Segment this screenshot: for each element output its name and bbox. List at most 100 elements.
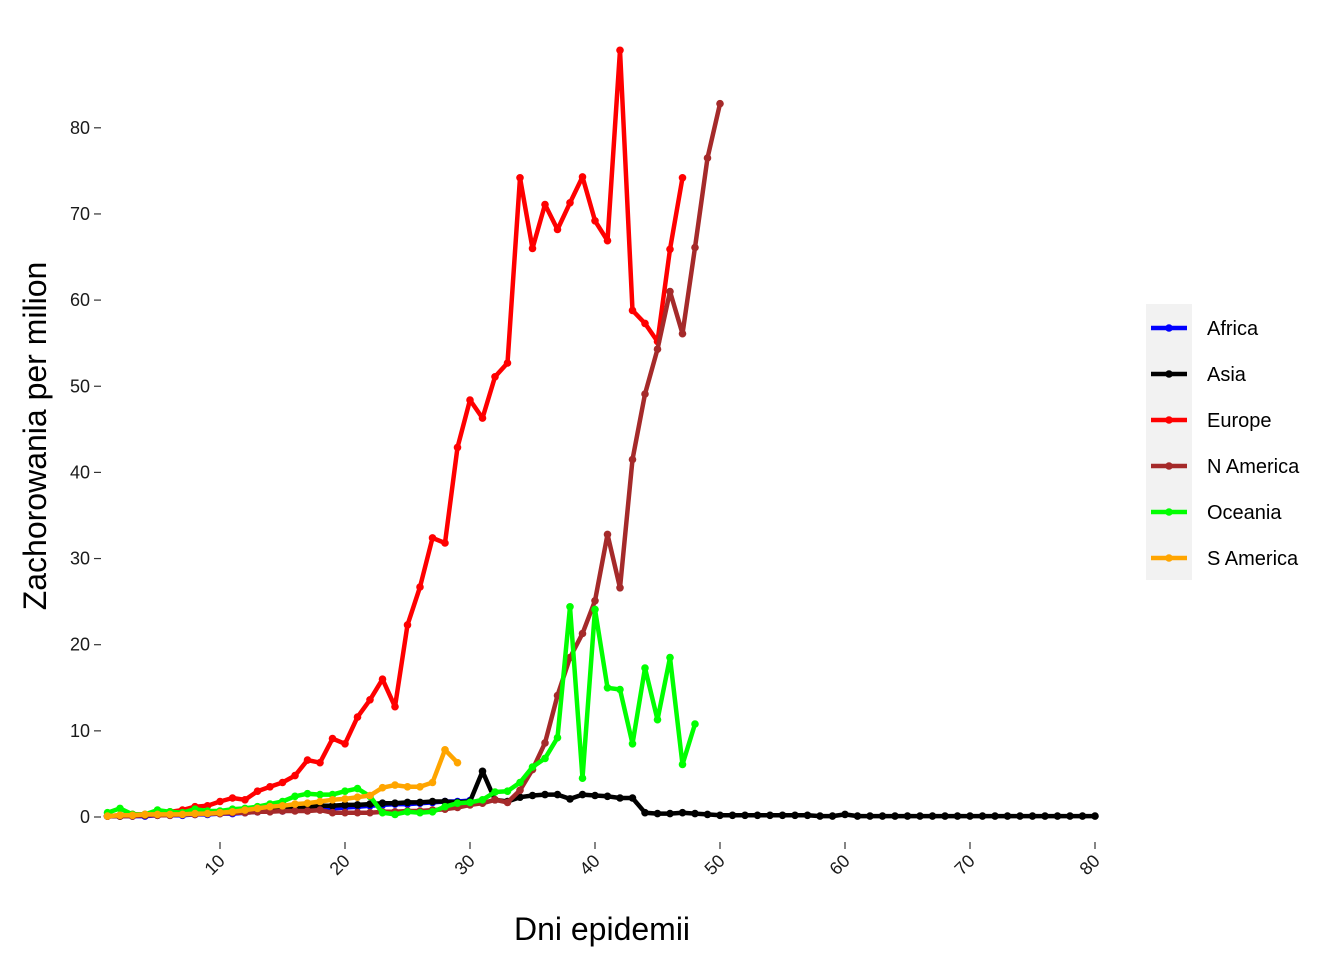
data-point — [303, 807, 312, 815]
data-point — [541, 754, 549, 763]
data-point — [341, 808, 349, 817]
data-point — [553, 790, 562, 799]
data-point — [253, 787, 262, 795]
data-point — [278, 778, 287, 787]
data-point — [666, 287, 674, 296]
data-point — [328, 808, 337, 817]
data-point — [116, 804, 124, 813]
x-axis: 10 20 30 40 50 60 70 80 — [201, 842, 1104, 879]
data-point — [528, 244, 537, 253]
data-point — [478, 767, 487, 776]
data-point — [391, 799, 399, 807]
data-point — [591, 791, 599, 800]
legend-key-point — [1165, 416, 1173, 424]
data-point — [228, 794, 237, 802]
data-point — [153, 810, 162, 819]
data-point — [628, 306, 637, 315]
legend-item: Asia — [1151, 364, 1247, 386]
data-point — [328, 790, 337, 799]
y-tick-label: 60 — [70, 290, 90, 310]
data-point — [353, 808, 362, 817]
data-point — [678, 808, 687, 817]
data-point — [416, 783, 424, 791]
data-point — [1041, 812, 1049, 820]
data-point — [478, 796, 487, 804]
data-point — [378, 783, 387, 792]
legend-item: Oceania — [1151, 502, 1282, 524]
data-point — [141, 810, 149, 819]
y-axis: 0 10 20 30 40 50 60 70 80 — [70, 118, 101, 827]
data-point — [891, 812, 899, 820]
data-point — [441, 797, 449, 806]
data-point — [341, 801, 349, 809]
data-point — [491, 796, 499, 804]
data-point — [491, 788, 499, 796]
legend-label: Europe — [1207, 410, 1272, 432]
data-point — [728, 811, 737, 820]
x-tick-label: 20 — [326, 851, 354, 879]
data-point — [566, 603, 574, 611]
legend-label: S America — [1207, 548, 1299, 570]
data-point — [278, 807, 287, 815]
data-point — [316, 797, 324, 806]
data-point — [653, 345, 662, 354]
data-point — [266, 783, 274, 791]
data-point — [116, 811, 124, 820]
data-point — [1078, 812, 1087, 820]
data-point — [928, 812, 937, 820]
data-point — [616, 794, 624, 802]
data-point — [341, 787, 349, 795]
data-point — [553, 733, 562, 742]
data-point — [428, 778, 437, 787]
data-point — [916, 812, 924, 820]
x-tick-label: 70 — [951, 851, 979, 879]
data-point — [753, 811, 762, 820]
data-point — [228, 808, 237, 816]
data-point — [641, 808, 649, 817]
data-point — [578, 173, 587, 181]
data-point — [453, 758, 462, 767]
legend-item: N America — [1151, 456, 1300, 478]
data-point — [641, 390, 649, 398]
data-point — [366, 696, 374, 704]
data-point — [703, 810, 712, 819]
data-point — [403, 783, 412, 791]
data-point — [966, 812, 974, 820]
data-point — [591, 597, 599, 605]
data-point — [528, 763, 537, 771]
data-point — [166, 810, 174, 819]
series-n-america — [103, 99, 724, 820]
data-point — [278, 802, 287, 810]
data-point — [1003, 812, 1012, 820]
data-point — [566, 795, 574, 803]
data-point — [416, 798, 424, 807]
data-point — [366, 808, 374, 817]
legend-label: Oceania — [1207, 502, 1282, 524]
data-point — [866, 812, 874, 820]
x-tick-label: 50 — [701, 851, 729, 879]
data-point — [503, 798, 512, 807]
data-point — [991, 812, 999, 820]
data-point — [691, 720, 699, 728]
data-point — [241, 806, 249, 814]
data-point — [666, 245, 674, 254]
x-tick-label: 80 — [1076, 851, 1104, 879]
data-point — [578, 774, 587, 782]
data-point — [678, 329, 687, 338]
data-point — [541, 739, 549, 747]
data-point — [816, 812, 824, 820]
data-point — [941, 812, 949, 820]
data-point — [853, 812, 862, 820]
plot-area — [103, 46, 1099, 820]
data-point — [353, 793, 362, 801]
y-tick-label: 30 — [70, 549, 90, 569]
legend-key-point — [1165, 462, 1173, 470]
data-point — [628, 794, 637, 802]
data-point — [178, 810, 187, 819]
data-point — [766, 811, 774, 820]
series-line — [105, 48, 685, 819]
data-point — [303, 799, 312, 807]
data-point — [716, 811, 724, 820]
data-point — [878, 812, 887, 820]
